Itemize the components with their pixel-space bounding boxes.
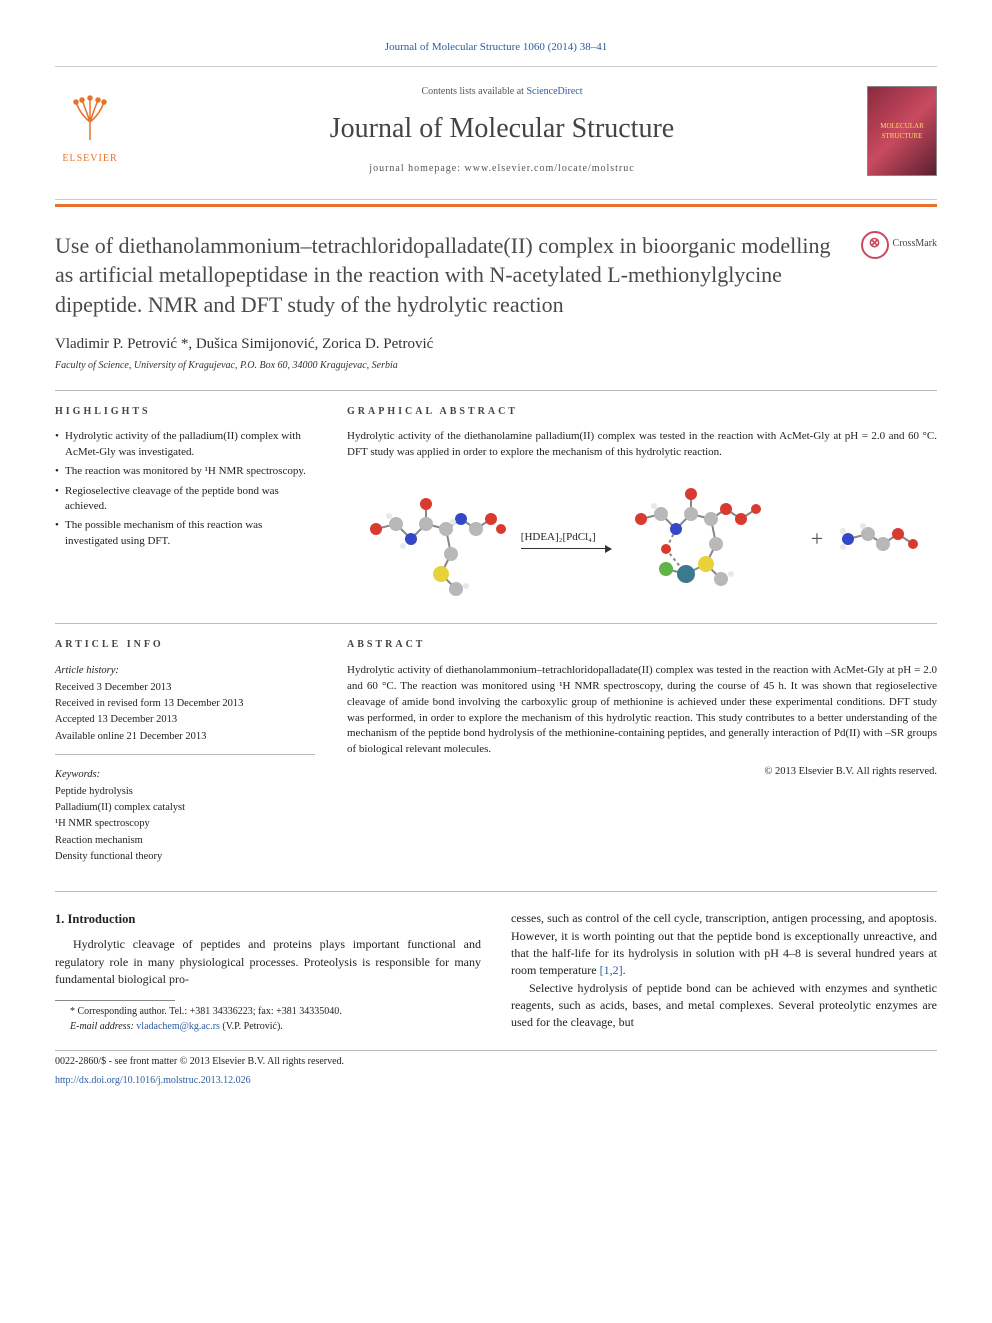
highlight-item: The possible mechanism of this reaction … [55, 518, 315, 549]
contents-prefix: Contents lists available at [421, 86, 526, 97]
affiliation: Faculty of Science, University of Kraguj… [55, 359, 937, 374]
journal-name: Journal of Molecular Structure [137, 109, 867, 150]
highlight-item: Regioselective cleavage of the peptide b… [55, 484, 315, 515]
reaction-label: [HDEA]₂[PdCl₄] [521, 530, 611, 546]
online-date: Available online 21 December 2013 [55, 729, 315, 744]
authors-line: Vladimir P. Petrović *, Dušica Simijonov… [55, 334, 937, 356]
email-suffix: (V.P. Petrović). [220, 1021, 283, 1032]
divider [55, 1050, 937, 1051]
arrow-icon [521, 548, 611, 549]
email-link[interactable]: vladachem@kg.ac.rs [136, 1021, 220, 1032]
highlight-item: The reaction was monitored by ¹H NMR spe… [55, 464, 315, 479]
corresponding-author-footnote: * Corresponding author. Tel.: +381 34336… [55, 1005, 481, 1020]
graphical-abstract-text: Hydrolytic activity of the diethanolamin… [347, 429, 937, 461]
graphical-abstract-column: GRAPHICAL ABSTRACT Hydrolytic activity o… [347, 405, 937, 609]
p2b: . [623, 963, 626, 977]
accepted-date: Accepted 13 December 2013 [55, 712, 315, 727]
citation-header: Journal of Molecular Structure 1060 (201… [55, 40, 937, 56]
keyword: Reaction mechanism [55, 833, 315, 848]
info-abstract-row: ARTICLE INFO Article history: Received 3… [55, 638, 937, 865]
body-text: 1. Introduction Hydrolytic cleavage of p… [55, 910, 937, 1034]
divider [55, 199, 937, 200]
highlights-column: HIGHLIGHTS Hydrolytic activity of the pa… [55, 405, 315, 609]
elsevier-name: ELSEVIER [62, 152, 117, 167]
keywords-head: Keywords: [55, 767, 315, 782]
masthead-center: Contents lists available at ScienceDirec… [137, 85, 867, 177]
email-footnote: E-mail address: vladachem@kg.ac.rs (V.P.… [55, 1020, 481, 1035]
title-row: Use of diethanolammonium–tetrachloridopa… [55, 231, 937, 320]
email-label: E-mail address: [70, 1021, 136, 1032]
homepage-prefix: journal homepage: [369, 163, 464, 174]
keyword: Peptide hydrolysis [55, 784, 315, 799]
graphical-abstract-figure: [HDEA]₂[PdCl₄] [347, 469, 937, 609]
intro-paragraph: Selective hydrolysis of peptide bond can… [511, 980, 937, 1032]
article-history-head: Article history: [55, 663, 315, 678]
plus-icon: + [811, 523, 823, 555]
elsevier-logo: ELSEVIER [55, 91, 125, 171]
received-date: Received 3 December 2013 [55, 680, 315, 695]
keyword: Density functional theory [55, 849, 315, 864]
contents-available: Contents lists available at ScienceDirec… [137, 85, 867, 100]
highlights-graphical-row: HIGHLIGHTS Hydrolytic activity of the pa… [55, 405, 937, 609]
doi-line: http://dx.doi.org/10.1016/j.molstruc.201… [55, 1074, 937, 1089]
keyword: Palladium(II) complex catalyst [55, 800, 315, 815]
reference-link[interactable]: [1,2] [600, 963, 623, 977]
abstract-text: Hydrolytic activity of diethanolammonium… [347, 663, 937, 759]
graphical-abstract-label: GRAPHICAL ABSTRACT [347, 405, 937, 420]
keyword: ¹H NMR spectroscopy [55, 816, 315, 831]
product-molecule-complex [621, 474, 801, 604]
article-info-label: ARTICLE INFO [55, 638, 315, 653]
issn-copyright: 0022-2860/$ - see front matter © 2013 El… [55, 1055, 937, 1070]
reaction-arrow: [HDEA]₂[PdCl₄] [521, 530, 611, 549]
sciencedirect-link[interactable]: ScienceDirect [526, 86, 582, 97]
divider [55, 754, 315, 755]
journal-homepage: journal homepage: www.elsevier.com/locat… [137, 162, 867, 177]
article-title: Use of diethanolammonium–tetrachloridopa… [55, 231, 845, 320]
intro-paragraph: Hydrolytic cleavage of peptides and prot… [55, 936, 481, 988]
journal-cover-thumbnail: MOLECULAR STRUCTURE [867, 86, 937, 176]
divider [55, 66, 937, 67]
doi-link[interactable]: http://dx.doi.org/10.1016/j.molstruc.201… [55, 1075, 251, 1086]
product-molecule-glycine [833, 499, 923, 579]
highlight-item: Hydrolytic activity of the palladium(II)… [55, 429, 315, 460]
p2a: cesses, such as control of the cell cycl… [511, 911, 937, 977]
highlights-label: HIGHLIGHTS [55, 405, 315, 420]
divider [55, 891, 937, 892]
reactant-molecule [361, 474, 511, 604]
divider [55, 623, 937, 624]
revised-date: Received in revised form 13 December 201… [55, 696, 315, 711]
article-info-column: ARTICLE INFO Article history: Received 3… [55, 638, 315, 865]
footnote-rule [55, 1000, 175, 1001]
abstract-label: ABSTRACT [347, 638, 937, 653]
crossmark-label: CrossMark [893, 237, 937, 252]
crossmark-badge[interactable]: ⊗ CrossMark [861, 231, 937, 259]
masthead: ELSEVIER Contents lists available at Sci… [55, 75, 937, 187]
tree-icon [66, 94, 114, 150]
highlights-list: Hydrolytic activity of the palladium(II)… [55, 429, 315, 549]
abstract-copyright: © 2013 Elsevier B.V. All rights reserved… [347, 764, 937, 779]
orange-accent-bar [55, 204, 937, 207]
abstract-column: ABSTRACT Hydrolytic activity of diethano… [347, 638, 937, 865]
homepage-url: www.elsevier.com/locate/molstruc [465, 163, 635, 174]
divider [55, 390, 937, 391]
intro-paragraph: cesses, such as control of the cell cycl… [511, 910, 937, 980]
crossmark-icon: ⊗ [861, 231, 889, 259]
intro-heading: 1. Introduction [55, 910, 481, 928]
